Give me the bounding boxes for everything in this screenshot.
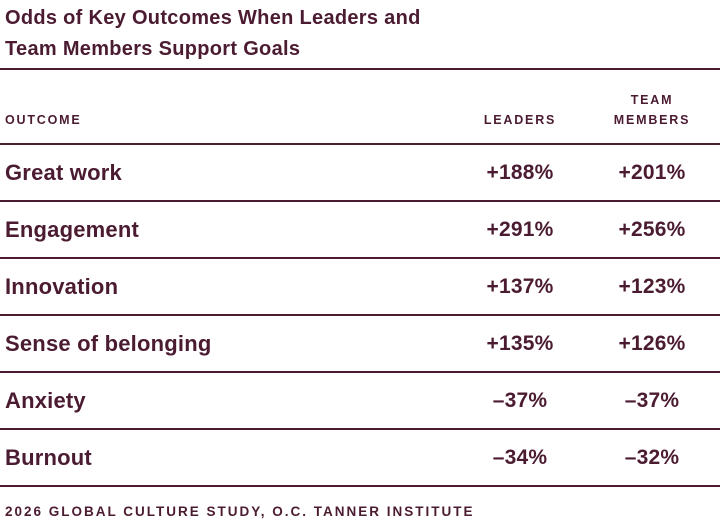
- leaders-value: +135%: [486, 331, 554, 355]
- team-members-value: +126%: [618, 331, 686, 355]
- source-attribution: 2026 GLOBAL CULTURE STUDY, O.C. TANNER I…: [5, 504, 475, 519]
- team-members-value: +256%: [618, 217, 686, 241]
- outcome-label: Great work: [5, 159, 122, 185]
- outcomes-table: OUTCOME LEADERS TEAM MEMBERS Great work +…: [0, 70, 720, 487]
- team-members-value: +201%: [618, 160, 686, 184]
- outcome-label: Burnout: [5, 444, 92, 470]
- team-members-value: –37%: [624, 388, 680, 412]
- leaders-column-header: LEADERS: [483, 113, 557, 127]
- leaders-value: +291%: [486, 217, 554, 241]
- outcome-label: Anxiety: [5, 387, 86, 413]
- table-header-row: OUTCOME LEADERS TEAM MEMBERS: [0, 70, 720, 145]
- outcome-label: Engagement: [5, 216, 140, 242]
- table-row: Anxiety –37% –37%: [0, 373, 720, 430]
- leaders-value: +188%: [486, 160, 554, 184]
- table-body: Great work +188% +201% Engagement +291% +256%…: [0, 145, 720, 487]
- title-divider: [0, 68, 720, 70]
- outcome-label: Innovation: [5, 273, 119, 299]
- leaders-value: –34%: [492, 445, 548, 469]
- table-row: Great work +188% +201%: [0, 145, 720, 202]
- leaders-value: +137%: [486, 274, 554, 298]
- table-row: Engagement +291% +256%: [0, 202, 720, 259]
- leaders-value: –37%: [492, 388, 548, 412]
- team-members-value: –32%: [624, 445, 680, 469]
- table-row: Sense of belonging +135% +126%: [0, 316, 720, 373]
- chart-title-line2: Team Members Support Goals: [5, 38, 301, 60]
- outcome-column-header: OUTCOME: [5, 113, 82, 127]
- chart-title: Odds of Key Outcomes When Leaders and Tea…: [0, 0, 720, 65]
- table-row: Innovation +137% +123%: [0, 259, 720, 316]
- team-members-column-header: TEAM MEMBERS: [584, 90, 720, 130]
- team-members-value: +123%: [618, 274, 686, 298]
- outcome-label: Sense of belonging: [5, 330, 212, 356]
- table-row: Burnout –34% –32%: [0, 430, 720, 487]
- chart-title-line1: Odds of Key Outcomes When Leaders and: [5, 7, 421, 29]
- team-members-column-header-text: TEAM MEMBERS: [613, 93, 691, 127]
